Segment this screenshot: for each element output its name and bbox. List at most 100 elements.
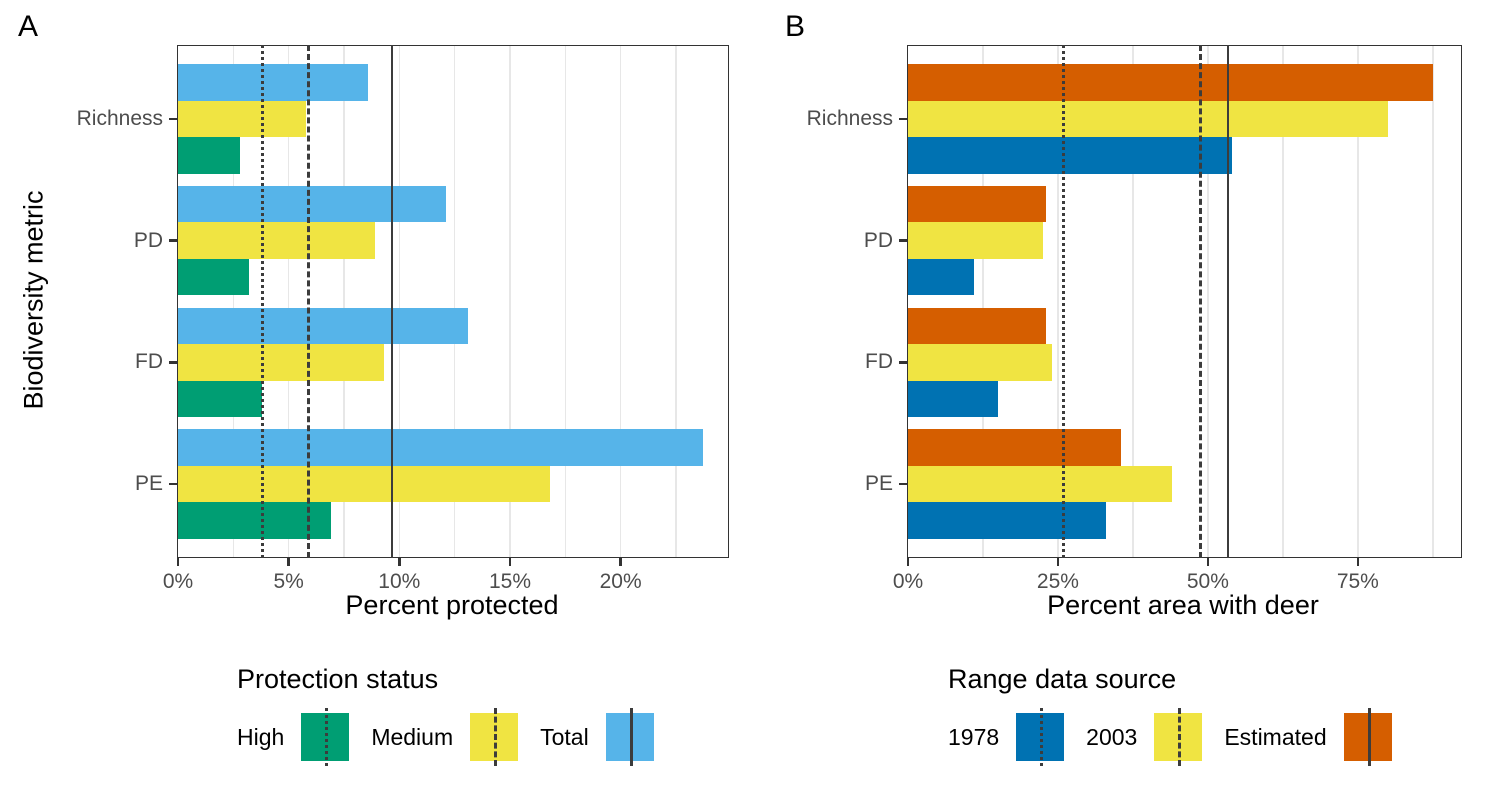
bar-medium-pe: [178, 465, 550, 503]
gridline: [509, 46, 511, 557]
y-category-label-pd: PD: [863, 228, 893, 252]
y-axis-tick: [169, 482, 178, 486]
y-category-label-pe: PE: [134, 472, 163, 495]
legend-swatch-2003: [1154, 708, 1203, 766]
x-axis-tick: [508, 557, 512, 566]
bar-2003-fd: [908, 344, 1052, 381]
legend-label-1978: 1978: [948, 723, 1000, 750]
gridline: [287, 46, 290, 557]
plot-area-b: Richness PD FD PE 0% 25% 50% 75%: [807, 45, 1462, 593]
panel-label-a: A: [18, 10, 39, 43]
y-axis-tick: [899, 361, 908, 364]
legend-key-estimated: Estimated: [1224, 708, 1392, 766]
solid-line-icon: [1367, 708, 1371, 766]
x-axis-tick: [287, 557, 290, 566]
x-axis-tick: [1056, 557, 1060, 566]
bar-1978-richness: [908, 137, 1232, 174]
gridline: [343, 46, 345, 557]
x-tick-label: 20%: [599, 570, 642, 593]
bar-high-pd: [178, 258, 249, 296]
legend-keys-b: 1978 2003 Estimated: [948, 708, 1414, 766]
gridline: [619, 46, 622, 557]
legend-key-2003: 2003: [1086, 708, 1203, 766]
ref-line-solid: [1227, 45, 1230, 558]
legend-swatch-total: [605, 708, 654, 766]
legend-swatch-1978: [1016, 708, 1065, 766]
bar-1978-pe: [908, 502, 1106, 539]
legend-label-high: High: [237, 723, 285, 750]
legend-swatch-estimated: [1343, 708, 1392, 766]
y-axis-tick: [169, 239, 178, 242]
legend-label-2003: 2003: [1086, 723, 1138, 750]
solid-line-icon: [629, 708, 633, 766]
bar-total-richness: [178, 64, 369, 101]
bar-1978-fd: [908, 380, 998, 418]
bar-total-pe: [178, 429, 703, 466]
x-tick-label: 25%: [1036, 570, 1079, 593]
gridline: [564, 46, 567, 557]
x-tick-label: 15%: [488, 570, 531, 593]
bar-estimated-richness: [908, 64, 1433, 101]
gridline: [1207, 46, 1209, 557]
x-axis-tick: [1356, 557, 1360, 566]
x-tick-label: 0%: [892, 570, 924, 593]
x-tick-label: 10%: [378, 570, 421, 593]
ref-line-dashed: [1199, 45, 1203, 558]
gridline: [232, 46, 235, 557]
bar-estimated-fd: [908, 307, 1046, 345]
legend-range-data-source: Range data source 1978 2003 Estimated: [948, 664, 1414, 766]
bar-2003-richness: [908, 100, 1388, 138]
bar-medium-pd: [178, 222, 375, 259]
ref-line-dotted: [1062, 45, 1066, 558]
legend-label-medium: Medium: [371, 723, 454, 750]
x-axis-tick: [1206, 557, 1210, 566]
gridline: [982, 46, 984, 557]
ref-line-solid: [391, 45, 394, 558]
bar-total-fd: [178, 307, 468, 345]
x-axis-tick: [176, 557, 180, 566]
x-axis-title-b: Percent area with deer: [1047, 590, 1319, 620]
x-tick-label: 5%: [273, 570, 304, 593]
dotted-line-icon: [1040, 708, 1044, 766]
bar-medium-fd: [178, 344, 384, 381]
legend-key-1978: 1978: [948, 708, 1065, 766]
plot-area-a: Richness PD FD PE 0% 5% 10% 15% 20%: [77, 45, 729, 593]
legend-keys-a: High Medium Total: [237, 708, 676, 766]
bar-estimated-pe: [908, 429, 1121, 466]
dashed-line-icon: [494, 708, 498, 766]
x-axis-tick: [398, 557, 401, 566]
legend-title-a: Protection status: [237, 664, 439, 694]
legend-swatch-medium: [470, 708, 519, 766]
bar-estimated-pd: [908, 185, 1046, 223]
bar-total-pd: [178, 185, 446, 223]
legend-key-medium: Medium: [371, 708, 519, 766]
ref-line-dashed: [307, 45, 311, 558]
y-category-label-pe: PE: [864, 472, 893, 495]
legend-title-b: Range data source: [948, 664, 1177, 694]
x-tick-label: 50%: [1186, 570, 1229, 593]
bar-medium-richness: [178, 100, 307, 138]
y-category-label-richness: Richness: [76, 107, 163, 130]
legend-key-high: High: [237, 708, 350, 766]
panel-label-b: B: [785, 10, 806, 43]
y-category-label-richness: Richness: [806, 107, 893, 130]
legend-protection-status: Protection status High Medium Total: [237, 664, 676, 766]
ref-line-dotted: [260, 45, 264, 558]
x-axis-title-a: Percent protected: [345, 590, 559, 620]
bar-2003-pd: [908, 222, 1043, 259]
y-axis-tick: [169, 361, 178, 364]
y-category-label-fd: FD: [135, 350, 163, 374]
legend-key-total: Total: [540, 708, 654, 766]
gridline: [1432, 46, 1434, 557]
x-tick-label: 75%: [1336, 570, 1379, 593]
y-axis-tick: [169, 117, 178, 121]
y-axis-tick: [899, 117, 908, 121]
bar-1978-pd: [908, 258, 974, 296]
gridline: [1282, 46, 1284, 557]
y-axis-tick: [899, 482, 908, 486]
x-axis-tick: [619, 557, 622, 566]
bar-high-richness: [178, 137, 240, 174]
